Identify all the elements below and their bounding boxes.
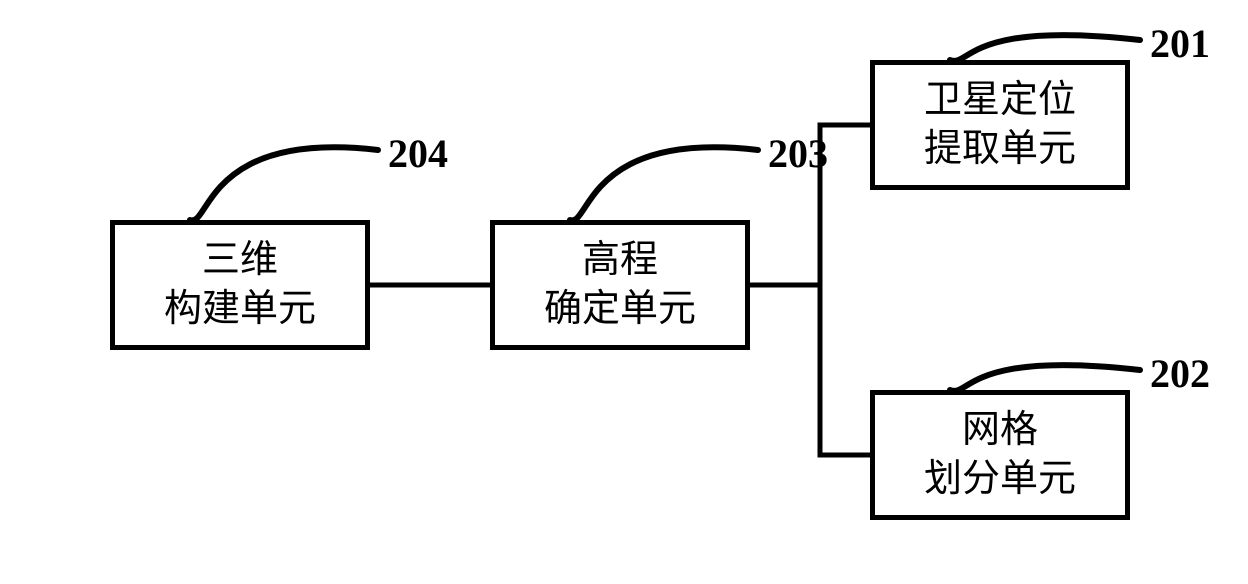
reference-tick (190, 147, 378, 220)
node-line1: 三维 (202, 236, 278, 285)
node-ref-202: 202 (1150, 350, 1210, 397)
node-line2: 确定单元 (544, 285, 696, 334)
node-n201: 卫星定位提取单元 (870, 60, 1130, 190)
node-line1: 卫星定位 (924, 76, 1076, 125)
node-n202: 网格划分单元 (870, 390, 1130, 520)
node-line2: 提取单元 (924, 125, 1076, 174)
node-n204: 三维构建单元 (110, 220, 370, 350)
reference-tick (950, 365, 1140, 391)
node-line2: 构建单元 (164, 285, 316, 334)
node-line2: 划分单元 (924, 455, 1076, 504)
reference-tick (950, 35, 1140, 61)
node-line1: 网格 (962, 406, 1038, 455)
node-n203: 高程确定单元 (490, 220, 750, 350)
reference-tick (570, 147, 758, 220)
node-ref-201: 201 (1150, 20, 1210, 67)
edge (820, 285, 870, 455)
node-ref-203: 203 (768, 130, 828, 177)
node-ref-204: 204 (388, 130, 448, 177)
node-line1: 高程 (582, 236, 658, 285)
